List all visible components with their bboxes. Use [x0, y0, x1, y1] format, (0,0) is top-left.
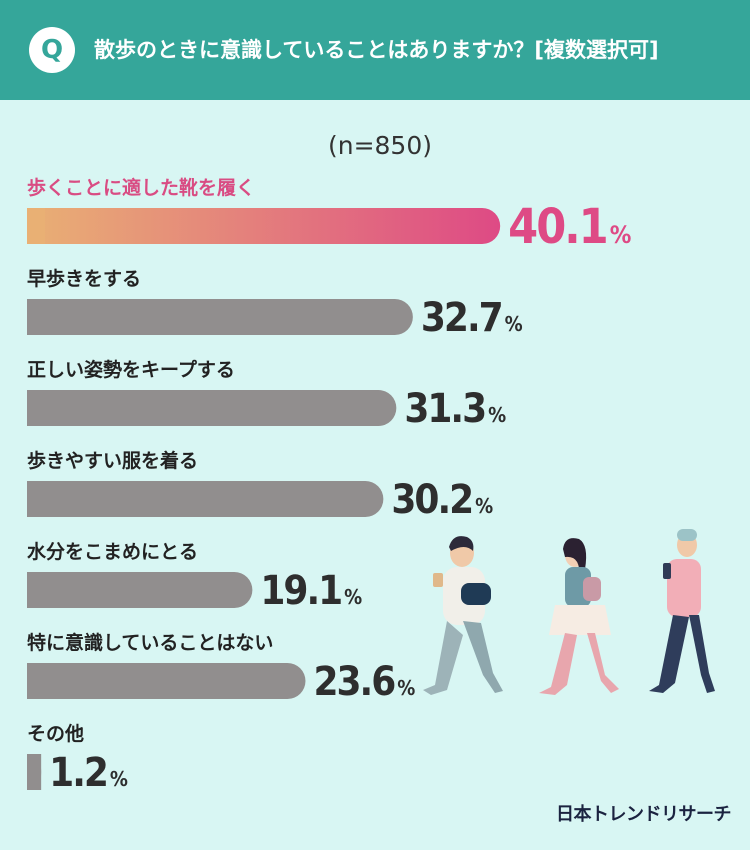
value-label: 1.2%: [49, 750, 128, 796]
question-badge: Q: [29, 27, 75, 73]
chart-subtitle: (n=850): [328, 131, 432, 160]
walker-woman-icon: [539, 538, 619, 695]
bar-left-edge: [27, 754, 42, 790]
category-label: 歩くことに適した靴を履く: [27, 176, 255, 199]
category-label: その他: [27, 722, 84, 745]
category-label: 特に意識していることはない: [27, 631, 273, 654]
header-bar: Q 散歩のときに意識していることはありますか？[複数選択可]: [0, 0, 750, 100]
value-label: 40.1%: [508, 199, 631, 255]
bar: [27, 481, 384, 517]
bar-left-edge: [27, 208, 45, 244]
walking-people-illustration: [423, 529, 715, 695]
bar: [27, 572, 253, 608]
value-label: 23.6%: [313, 659, 415, 705]
bar-left-edge: [27, 663, 45, 699]
category-label: 水分をこまめにとる: [27, 541, 198, 563]
bar: [27, 390, 397, 426]
category-label: 歩きやすい服を着る: [27, 449, 198, 472]
category-label: 正しい姿勢をキープする: [27, 358, 235, 381]
value-label: 31.3%: [404, 386, 506, 432]
category-label: 早歩きをする: [27, 267, 141, 290]
bar: [27, 299, 413, 335]
value-label: 30.2%: [391, 477, 493, 523]
bar-chart: (n=850) 歩くことに適した靴を履く 40.1 % 早歩きをする 32.7 % 正しい姿…: [27, 131, 631, 796]
bar-left-edge: [27, 299, 45, 335]
bar: [27, 663, 306, 699]
question-text: 散歩のときに意識していることはありますか？[複数選択可]: [94, 38, 659, 62]
walker-man-icon: [423, 536, 503, 695]
bar-left-edge: [27, 390, 45, 426]
bar: [27, 208, 501, 244]
walker-man-beanie-icon: [649, 529, 715, 693]
value-label: 19.1%: [260, 568, 362, 614]
value-label: 32.7%: [421, 295, 523, 341]
brand-logo-text: 日本トレンドリサーチ: [556, 804, 732, 825]
bar-left-edge: [27, 481, 45, 517]
bar-left-edge: [27, 572, 45, 608]
